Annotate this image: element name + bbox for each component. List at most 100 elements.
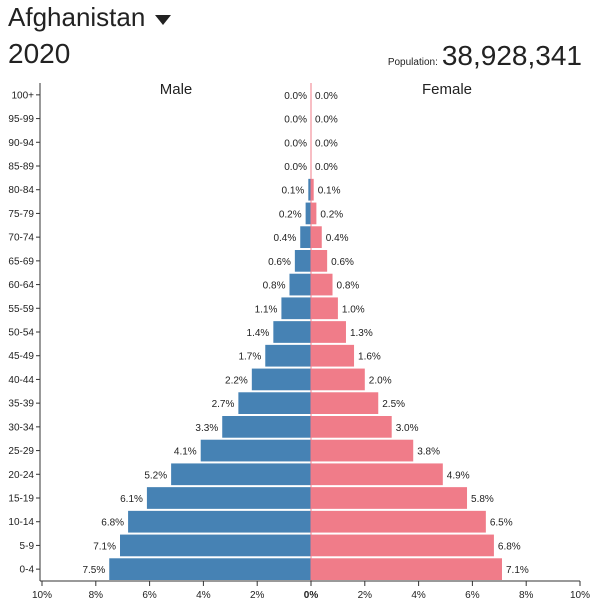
- bar-male: [265, 344, 311, 367]
- x-tick-label: 10%: [32, 590, 52, 601]
- country-name: Afghanistan: [8, 2, 146, 32]
- bar-female: [311, 534, 494, 557]
- bar-male: [120, 534, 311, 557]
- series-label-male: Male: [160, 81, 193, 98]
- bar-male: [305, 202, 311, 225]
- data-label-female: 0.0%: [315, 115, 338, 126]
- data-label-female: 0.6%: [331, 257, 354, 268]
- data-label-female: 5.8%: [471, 494, 494, 505]
- data-label-male: 5.2%: [144, 470, 167, 481]
- y-tick-label: 50-54: [8, 328, 34, 339]
- y-tick-label: 10-14: [8, 517, 34, 528]
- y-tick-label: 75-79: [8, 209, 34, 220]
- data-label-female: 0.0%: [315, 91, 338, 102]
- y-tick-label: 45-49: [8, 351, 34, 362]
- data-label-male: 2.7%: [212, 399, 235, 410]
- bar-female: [311, 439, 414, 462]
- y-tick-label: 55-59: [8, 304, 34, 315]
- data-label-male: 0.8%: [263, 281, 286, 292]
- bar-female: [311, 392, 379, 414]
- bar-female: [311, 178, 314, 201]
- bar-female: [311, 368, 365, 391]
- y-tick-label: 15-19: [8, 494, 34, 505]
- data-label-female: 3.0%: [396, 423, 419, 434]
- bar-female: [311, 226, 322, 248]
- data-label-male: 1.7%: [238, 352, 261, 363]
- bar-female: [311, 416, 392, 438]
- data-label-male: 0.4%: [273, 233, 296, 244]
- data-label-female: 1.3%: [350, 328, 373, 339]
- caret-down-icon[interactable]: [155, 14, 172, 25]
- bar-male: [128, 510, 311, 533]
- y-tick-label: 40-44: [8, 375, 34, 386]
- data-label-male: 0.2%: [279, 209, 302, 220]
- data-label-male: 6.1%: [120, 494, 143, 505]
- y-tick-label: 90-94: [8, 138, 34, 149]
- y-tick-label: 65-69: [8, 256, 34, 267]
- x-tick-label: 4%: [411, 590, 426, 601]
- y-tick-label: 100+: [11, 90, 34, 101]
- data-label-female: 0.4%: [326, 233, 349, 244]
- data-label-female: 0.8%: [337, 281, 360, 292]
- data-label-male: 0.0%: [284, 138, 307, 149]
- bar-female: [311, 202, 317, 225]
- data-label-male: 1.4%: [247, 328, 270, 339]
- x-tick-label: 6%: [465, 590, 480, 601]
- data-label-male: 0.0%: [284, 115, 307, 126]
- population-value: 38,928,341: [441, 40, 582, 71]
- data-label-female: 4.9%: [447, 470, 470, 481]
- data-label-male: 2.2%: [225, 375, 248, 386]
- bar-female: [311, 297, 338, 320]
- bar-male: [308, 178, 311, 201]
- data-label-female: 1.0%: [342, 304, 365, 315]
- bar-female: [311, 510, 486, 533]
- data-label-female: 2.5%: [382, 399, 405, 410]
- y-tick-label: 25-29: [8, 446, 34, 457]
- data-label-male: 7.1%: [93, 541, 116, 552]
- bar-male: [273, 321, 311, 343]
- data-label-male: 0.6%: [268, 257, 291, 268]
- y-tick-label: 20-24: [8, 470, 34, 481]
- country-selector[interactable]: Afghanistan: [8, 2, 172, 33]
- x-tick-label: 0%: [304, 590, 319, 601]
- y-tick-label: 85-89: [8, 162, 34, 173]
- bar-male: [251, 368, 311, 391]
- y-tick-label: 35-39: [8, 399, 34, 410]
- bar-male: [281, 297, 311, 320]
- y-tick-label: 30-34: [8, 422, 34, 433]
- bar-female: [311, 321, 346, 343]
- data-label-female: 1.6%: [358, 352, 381, 363]
- data-label-female: 0.0%: [315, 138, 338, 149]
- data-label-female: 6.5%: [490, 518, 513, 529]
- bar-female: [311, 344, 355, 367]
- bar-female: [311, 463, 443, 486]
- bar-male: [222, 416, 311, 438]
- x-tick-label: 2%: [358, 590, 373, 601]
- x-tick-label: 8%: [519, 590, 534, 601]
- data-label-female: 0.2%: [320, 209, 343, 220]
- data-label-male: 4.1%: [174, 447, 197, 458]
- y-tick-label: 95-99: [8, 114, 34, 125]
- bar-male: [294, 250, 311, 272]
- y-tick-label: 70-74: [8, 233, 34, 244]
- data-label-male: 0.0%: [284, 162, 307, 173]
- y-tick-label: 60-64: [8, 280, 34, 291]
- data-label-male: 7.5%: [82, 565, 105, 576]
- bar-female: [311, 558, 502, 580]
- data-label-female: 0.0%: [315, 162, 338, 173]
- data-label-female: 7.1%: [506, 565, 529, 576]
- x-tick-label: 10%: [570, 590, 590, 601]
- data-label-male: 6.8%: [101, 518, 124, 529]
- bar-female: [311, 273, 333, 296]
- bar-male: [109, 558, 311, 580]
- data-label-female: 3.8%: [417, 447, 440, 458]
- bar-male: [200, 439, 311, 462]
- year-label: 2020: [8, 38, 71, 69]
- x-tick-label: 8%: [89, 590, 104, 601]
- data-label-female: 2.0%: [369, 375, 392, 386]
- bar-male: [289, 273, 311, 296]
- bar-male: [171, 463, 311, 486]
- x-tick-label: 6%: [142, 590, 157, 601]
- data-label-male: 0.1%: [282, 186, 305, 197]
